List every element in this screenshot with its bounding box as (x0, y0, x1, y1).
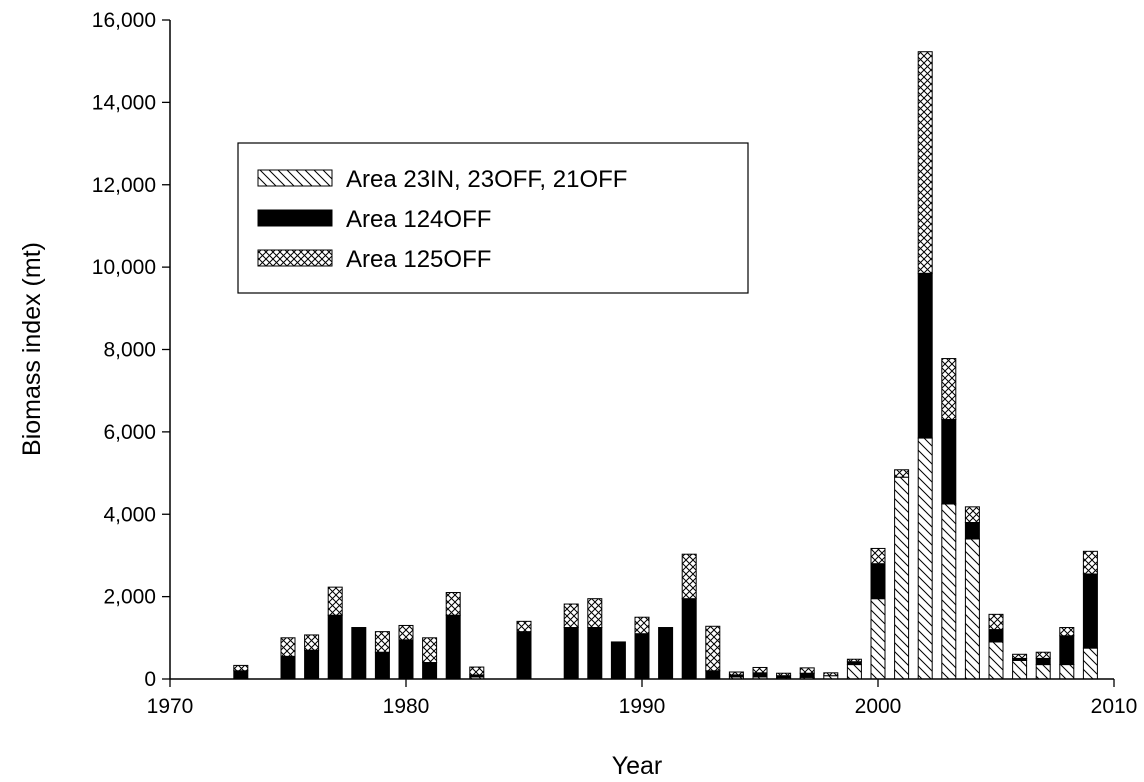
bar-2003-series-3 (941, 358, 957, 421)
bar-2001-series-1 (894, 476, 910, 680)
bars-layer (233, 51, 1098, 680)
bar-1981-series-3 (422, 637, 438, 664)
bar-2006-series-3 (1012, 653, 1028, 659)
bar-1995-series-2 (752, 672, 768, 678)
x-axis-title: Year (612, 752, 663, 780)
y-tick-label: 16,000 (92, 9, 156, 32)
y-tick-label: 6,000 (103, 421, 156, 444)
bar-1997-series-3 (799, 667, 815, 674)
legend-label-series-1: Area 23IN, 23OFF, 21OFF (346, 166, 627, 193)
bar-2000-series-1 (870, 598, 886, 680)
bar-1982-series-3 (445, 592, 461, 616)
bar-1978-series-2 (351, 627, 367, 680)
bar-1979-series-3 (374, 631, 390, 653)
bar-1992-series-3 (681, 553, 697, 600)
bar-2009-series-2 (1082, 573, 1098, 649)
bar-1980-series-3 (398, 624, 414, 641)
bar-2005-series-3 (988, 613, 1004, 631)
legend-swatch-solid (257, 209, 333, 227)
bar-1988-series-3 (587, 598, 603, 629)
bar-2000-series-2 (870, 563, 886, 600)
bar-1997-series-2 (799, 672, 815, 678)
bar-2008-series-3 (1059, 627, 1075, 637)
bar-1987-series-2 (563, 627, 579, 680)
legend-label-series-2: Area 124OFF (346, 206, 491, 233)
bar-1979-series-2 (374, 651, 390, 680)
bar-1982-series-2 (445, 614, 461, 680)
bar-2005-series-1 (988, 641, 1004, 680)
legend-label-series-3: Area 125OFF (346, 246, 491, 273)
bar-1983-series-3 (469, 666, 485, 676)
bar-2001-series-3 (894, 469, 910, 478)
x-tick-label: 1980 (383, 695, 430, 718)
bar-2006-series-1 (1012, 659, 1028, 680)
bar-1975-series-2 (280, 655, 296, 680)
y-tick-label: 12,000 (92, 174, 156, 197)
x-tick-label: 1990 (619, 695, 666, 718)
x-tick-label: 2000 (855, 695, 902, 718)
bar-1999-series-3 (846, 658, 862, 663)
axes-layer: 0 2,000 4,000 6,000 8,000 10,000 12,000 14,000 1… (92, 9, 1138, 718)
bar-1973-series-2 (233, 670, 249, 680)
bar-1993-series-3 (705, 625, 721, 672)
bar-1976-series-2 (304, 649, 320, 680)
bar-1990-series-3 (634, 616, 650, 635)
bar-2004-series-1 (964, 538, 980, 680)
bar-1977-series-2 (327, 614, 343, 680)
bar-2008-series-1 (1059, 664, 1075, 680)
bar-1999-series-1 (846, 664, 862, 680)
bar-1991-series-2 (658, 627, 674, 680)
legend: Area 23IN, 23OFF, 21OFF Area 124OFF Area… (237, 142, 749, 294)
bar-2002-series-3 (917, 51, 933, 274)
bar-2007-series-1 (1035, 664, 1051, 680)
bar-1973-series-3 (233, 664, 249, 672)
bar-1985-series-3 (516, 620, 532, 633)
y-tick-label: 0 (144, 668, 156, 691)
bar-1987-series-3 (563, 603, 579, 629)
x-tick-label: 1970 (147, 695, 194, 718)
bar-2002-series-1 (917, 437, 933, 680)
y-tick-label: 8,000 (103, 339, 156, 362)
y-tick-label: 4,000 (103, 503, 156, 526)
bar-1989-series-2 (610, 641, 626, 680)
bar-2005-series-2 (988, 629, 1004, 643)
bar-1992-series-2 (681, 598, 697, 680)
bar-1998-series-3 (823, 672, 839, 677)
bar-1995-series-3 (752, 666, 768, 674)
bar-1981-series-2 (422, 662, 438, 680)
bar-1977-series-3 (327, 586, 343, 616)
y-tick-label: 2,000 (103, 586, 156, 609)
legend-swatch-diagonal (257, 169, 333, 187)
bar-1996-series-3 (776, 672, 792, 677)
bar-1976-series-3 (304, 634, 320, 651)
bar-1993-series-2 (705, 670, 721, 680)
bar-2003-series-2 (941, 419, 957, 505)
legend-swatch-crosshatch (257, 249, 333, 267)
bar-2007-series-2 (1035, 657, 1051, 666)
x-tick-label: 2010 (1091, 695, 1138, 718)
bar-2009-series-3 (1082, 550, 1098, 575)
bar-2002-series-2 (917, 272, 933, 439)
bar-1975-series-3 (280, 637, 296, 657)
bar-2009-series-1 (1082, 647, 1098, 680)
y-tick-label: 10,000 (92, 256, 156, 279)
bar-2004-series-2 (964, 521, 980, 540)
y-tick-label: 14,000 (92, 91, 156, 114)
bar-1980-series-2 (398, 639, 414, 680)
bar-1994-series-3 (728, 671, 744, 676)
bar-2007-series-3 (1035, 651, 1051, 659)
bar-2008-series-2 (1059, 635, 1075, 666)
bar-1990-series-2 (634, 633, 650, 680)
bar-1988-series-2 (587, 627, 603, 680)
bar-2004-series-3 (964, 506, 980, 523)
bar-2003-series-1 (941, 503, 957, 680)
bar-2000-series-3 (870, 547, 886, 565)
bar-1985-series-2 (516, 631, 532, 680)
y-axis-title: Biomass index (mt) (18, 242, 46, 456)
